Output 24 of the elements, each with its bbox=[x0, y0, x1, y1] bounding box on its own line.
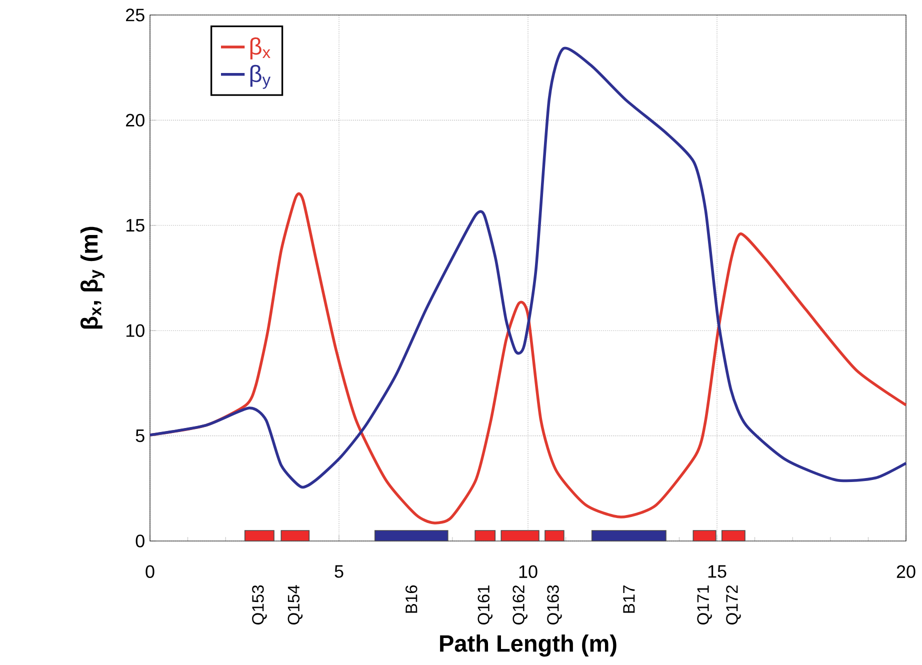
y-tick-label: 25 bbox=[126, 8, 144, 22]
x-tick-label: 20 bbox=[896, 565, 916, 578]
text: Q161 bbox=[478, 585, 492, 624]
legend-label: β$_{x}$ bbox=[250, 37, 270, 60]
text: Q154 bbox=[288, 585, 303, 624]
text: Q153 bbox=[252, 585, 267, 624]
y-tick-label: 15 bbox=[126, 219, 144, 232]
x-tick-label: 5 bbox=[334, 565, 344, 578]
text: B16 bbox=[406, 585, 418, 613]
y-tick-label: 0 bbox=[136, 534, 144, 548]
text: Q162 bbox=[512, 585, 528, 624]
text: Q172 bbox=[726, 585, 741, 624]
text: Q163 bbox=[547, 585, 562, 624]
text: B17 bbox=[623, 585, 635, 613]
legend-label: β$_{y}$ bbox=[250, 64, 271, 89]
y-tick-label: 5 bbox=[136, 430, 144, 442]
y-tick-label: 20 bbox=[126, 114, 144, 127]
x-tick-label: 15 bbox=[708, 565, 726, 578]
y-tick-label: 10 bbox=[126, 324, 144, 337]
x-tick-label: 0 bbox=[146, 565, 154, 578]
x-axis-title: Path Length (m) bbox=[440, 634, 616, 657]
y-axis-title: β$_{x}$, β$_{y}$ (m) bbox=[80, 226, 105, 329]
x-tick-label: 10 bbox=[519, 565, 538, 578]
text: Q171 bbox=[697, 585, 712, 624]
